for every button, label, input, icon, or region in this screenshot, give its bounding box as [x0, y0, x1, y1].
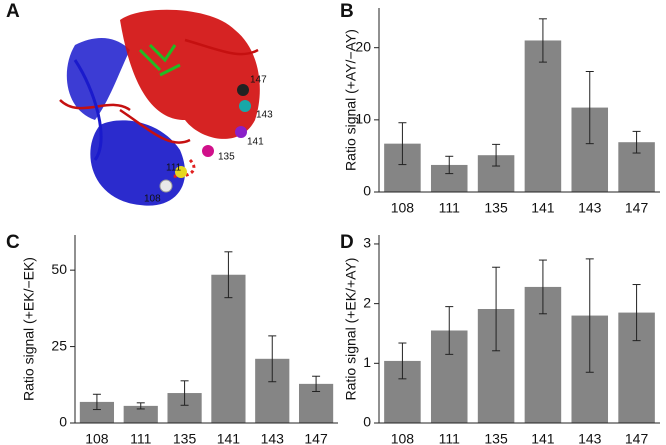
- y-tick-label: 10: [355, 111, 371, 127]
- error-bar: [445, 155, 454, 175]
- x-tick-label: 135: [173, 431, 197, 445]
- error-bar: [632, 130, 641, 154]
- x-tick-label: 108: [391, 431, 415, 445]
- y-axis-label: Ratio signal (+EK/+AY): [343, 258, 359, 401]
- error-bar: [180, 380, 189, 406]
- y-tick-label: 25: [51, 337, 67, 353]
- x-tick-label: 141: [531, 431, 555, 445]
- error-bar: [268, 335, 277, 383]
- error-bar: [632, 284, 641, 342]
- y-axis-label: Ratio signal (+EK/−EK): [21, 257, 37, 401]
- error-bar: [492, 143, 501, 167]
- x-tick-label: 143: [261, 431, 285, 445]
- error-bar: [224, 251, 233, 299]
- panel-letter: D: [340, 232, 354, 253]
- error-bar: [92, 393, 101, 411]
- y-tick-label: 1: [363, 354, 371, 370]
- x-tick-label: 147: [625, 200, 649, 216]
- panel-letter: A: [6, 1, 20, 22]
- bar: [79, 401, 115, 423]
- y-tick-label: 2: [363, 294, 371, 310]
- residue-label: 111: [166, 163, 182, 174]
- error-bar: [312, 375, 321, 393]
- panel-letter: C: [6, 232, 20, 253]
- error-bar: [398, 342, 407, 380]
- x-tick-label: 135: [484, 200, 508, 216]
- y-tick-label: 50: [51, 261, 67, 277]
- protein-structure: 147 143 141 135 111 108: [59, 9, 273, 206]
- y-tick-label: 20: [355, 38, 371, 54]
- x-tick-label: 147: [304, 431, 328, 445]
- y-tick-label: 0: [363, 414, 371, 430]
- bar: [211, 274, 246, 423]
- residue-label: 141: [247, 137, 264, 148]
- error-bar: [585, 70, 594, 145]
- x-tick-label: 108: [391, 200, 415, 216]
- error-bar: [398, 122, 407, 166]
- residue-label: 143: [256, 110, 273, 121]
- error-bar: [492, 266, 501, 352]
- y-tick-label: 3: [363, 235, 371, 251]
- bar: [524, 40, 562, 193]
- bar: [123, 405, 158, 423]
- x-tick-label: 143: [578, 431, 602, 445]
- y-tick-label: 0: [59, 414, 67, 430]
- x-tick-label: 111: [439, 431, 460, 445]
- x-tick-label: 147: [625, 431, 649, 445]
- error-bar: [585, 258, 594, 373]
- error-bar: [538, 259, 547, 315]
- x-tick-label: 111: [130, 431, 151, 445]
- residue-label: 135: [218, 152, 235, 163]
- x-tick-label: 111: [439, 200, 460, 216]
- error-bar: [538, 18, 547, 63]
- residue-label: 147: [250, 75, 267, 86]
- panel-letter: B: [340, 1, 354, 22]
- y-tick-label: 0: [363, 183, 371, 199]
- y-axis-label: Ratio signal (+AY/−AY): [343, 29, 359, 171]
- x-tick-label: 143: [578, 200, 602, 216]
- residue-label: 108: [144, 194, 161, 205]
- x-tick-label: 141: [217, 431, 241, 445]
- error-bar: [445, 306, 454, 355]
- x-tick-label: 108: [85, 431, 109, 445]
- error-bar: [136, 402, 145, 410]
- x-tick-label: 141: [531, 200, 555, 216]
- x-tick-label: 135: [484, 431, 508, 445]
